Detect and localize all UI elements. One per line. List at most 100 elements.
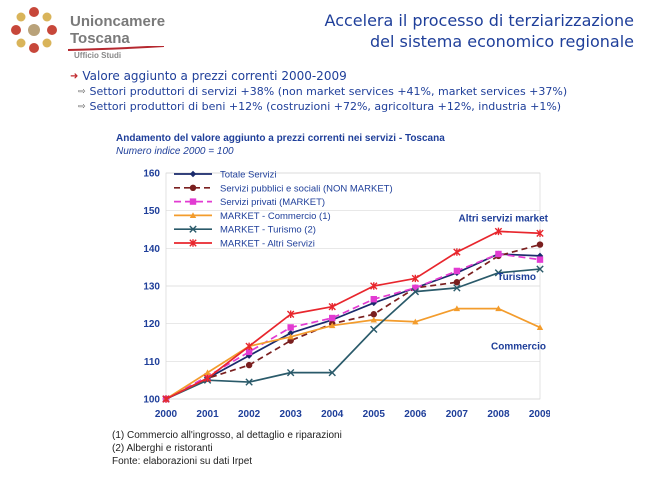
x-tick-label: 2003 bbox=[280, 409, 303, 420]
bullet-main-text: Valore aggiunto a prezzi correnti 2000-2… bbox=[82, 69, 347, 83]
series-line bbox=[165, 243, 541, 400]
annotation-label: Altri servizi market bbox=[459, 213, 549, 224]
data-point bbox=[411, 274, 420, 283]
data-point bbox=[495, 250, 502, 258]
footnote-source: Fonte: elaborazioni su dati Irpet bbox=[112, 456, 253, 467]
legend-label: Totale Servizi bbox=[220, 170, 277, 181]
annotation-label: Turismo bbox=[497, 272, 536, 283]
data-point bbox=[287, 329, 294, 337]
y-tick-label: 120 bbox=[143, 319, 160, 330]
x-tick-label: 2006 bbox=[404, 409, 427, 420]
data-point bbox=[245, 361, 253, 369]
data-point bbox=[329, 322, 336, 329]
data-point bbox=[203, 374, 212, 382]
data-point bbox=[412, 284, 419, 292]
data-point bbox=[453, 305, 461, 312]
data-point bbox=[286, 310, 295, 318]
legend-item: MARKET - Commercio (1) bbox=[174, 211, 331, 222]
data-point bbox=[412, 318, 419, 325]
data-point bbox=[495, 305, 502, 312]
x-tick-label: 2008 bbox=[487, 409, 510, 420]
data-point bbox=[453, 248, 461, 256]
data-point bbox=[245, 348, 253, 356]
data-point bbox=[328, 303, 336, 311]
bullet-list: ➜ Valore aggiunto a prezzi correnti 2000… bbox=[70, 69, 650, 115]
data-point bbox=[370, 282, 378, 290]
legend-label: MARKET - Altri Servizi bbox=[220, 239, 315, 250]
series-4 bbox=[162, 305, 544, 402]
legend-label: MARKET - Turismo (2) bbox=[220, 225, 316, 236]
x-tick-label: 2002 bbox=[238, 409, 261, 420]
legend-item: MARKET - Turismo (2) bbox=[174, 225, 316, 236]
data-point bbox=[286, 368, 295, 377]
series-6 bbox=[162, 227, 544, 403]
slide-title-line1: Accelera il processo di terziarizzazione bbox=[324, 11, 634, 30]
legend-label: Servizi privati (MARKET) bbox=[220, 197, 325, 208]
data-point bbox=[189, 239, 197, 247]
bullet-sub2-text: Settori produttori di beni +12% (costruz… bbox=[89, 100, 562, 113]
series-line bbox=[165, 253, 541, 400]
annotation-label: Commercio bbox=[491, 341, 546, 352]
slide-title: Accelera il processo di terziarizzazione… bbox=[325, 10, 634, 52]
arrow-right-icon: ➜ bbox=[70, 70, 79, 82]
data-point bbox=[536, 324, 544, 330]
series-line bbox=[165, 230, 541, 400]
y-tick-label: 130 bbox=[143, 282, 160, 293]
data-point bbox=[411, 287, 420, 296]
data-point bbox=[536, 265, 544, 273]
data-point bbox=[453, 267, 461, 275]
chart-series bbox=[162, 227, 544, 403]
bullet-main: ➜ Valore aggiunto a prezzi correnti 2000… bbox=[70, 69, 650, 83]
logo-underline bbox=[68, 46, 164, 51]
data-point bbox=[245, 378, 253, 386]
chart-legend: Totale Servizi Servizi pubblici e sociali… bbox=[174, 170, 393, 250]
org-name: Unioncamere Toscana bbox=[70, 13, 165, 47]
data-point bbox=[494, 269, 503, 277]
legend-label: MARKET - Commercio (1) bbox=[220, 211, 331, 222]
data-point bbox=[204, 369, 211, 376]
data-point bbox=[189, 212, 197, 218]
chart-axes: 100 110 120 130 140 150 160 2000 2001 2002 2003 200… bbox=[143, 169, 550, 421]
bullet-sub1-text: Settori produttori di servizi +38% (non … bbox=[89, 85, 568, 98]
x-tick-label: 2004 bbox=[321, 409, 344, 420]
x-tick-label: 2001 bbox=[196, 409, 219, 420]
data-point bbox=[189, 198, 197, 205]
series-line bbox=[165, 253, 541, 400]
x-tick-label: 2007 bbox=[446, 409, 469, 420]
data-point bbox=[370, 316, 377, 323]
arrow-outline-icon: ⇨ bbox=[78, 86, 86, 97]
legend-item: Servizi pubblici e sociali (NON MARKET) bbox=[174, 183, 393, 194]
footnote-2: (2) Alberghi e ristoranti bbox=[112, 443, 213, 454]
data-point bbox=[329, 314, 336, 322]
data-point bbox=[287, 324, 294, 331]
x-tick-label: 2000 bbox=[155, 409, 178, 420]
bullet-sub1: ⇨ Settori produttori di servizi +38% (no… bbox=[78, 85, 650, 98]
series-line bbox=[165, 307, 541, 400]
legend-label: Servizi pubblici e sociali (NON MARKET) bbox=[220, 183, 393, 194]
data-point bbox=[189, 184, 197, 191]
y-tick-label: 140 bbox=[143, 244, 160, 255]
unioncamere-logo: Unioncamere Toscana Ufficio Studi bbox=[4, 4, 174, 60]
org-name-line2: Toscana bbox=[70, 30, 130, 47]
series-line bbox=[165, 268, 541, 400]
data-point bbox=[536, 229, 544, 237]
line-chart: Andamento del valore aggiunto a prezzi c… bbox=[116, 133, 550, 421]
chart-annotations: Altri servizi market Turismo Commercio bbox=[459, 213, 549, 352]
data-point bbox=[453, 284, 461, 292]
footnote-1: (1) Commercio all'ingrosso, al dettaglio… bbox=[112, 430, 342, 441]
chart-title: Andamento del valore aggiunto a prezzi c… bbox=[116, 133, 445, 144]
logo-mark-icon bbox=[11, 7, 57, 53]
data-point bbox=[536, 256, 544, 263]
legend-item: Servizi privati (MARKET) bbox=[174, 197, 325, 208]
data-point bbox=[494, 227, 503, 236]
data-point bbox=[370, 311, 377, 318]
data-point bbox=[453, 279, 461, 286]
data-point bbox=[328, 368, 336, 377]
org-name-line1: Unioncamere bbox=[70, 13, 166, 30]
data-point bbox=[245, 342, 253, 350]
slide-title-line2: del sistema economico regionale bbox=[370, 32, 634, 51]
y-tick-label: 160 bbox=[143, 169, 160, 180]
data-point bbox=[189, 225, 197, 233]
data-point bbox=[162, 395, 170, 403]
bullet-sub2: ⇨ Settori produttori di beni +12% (costr… bbox=[78, 100, 650, 113]
